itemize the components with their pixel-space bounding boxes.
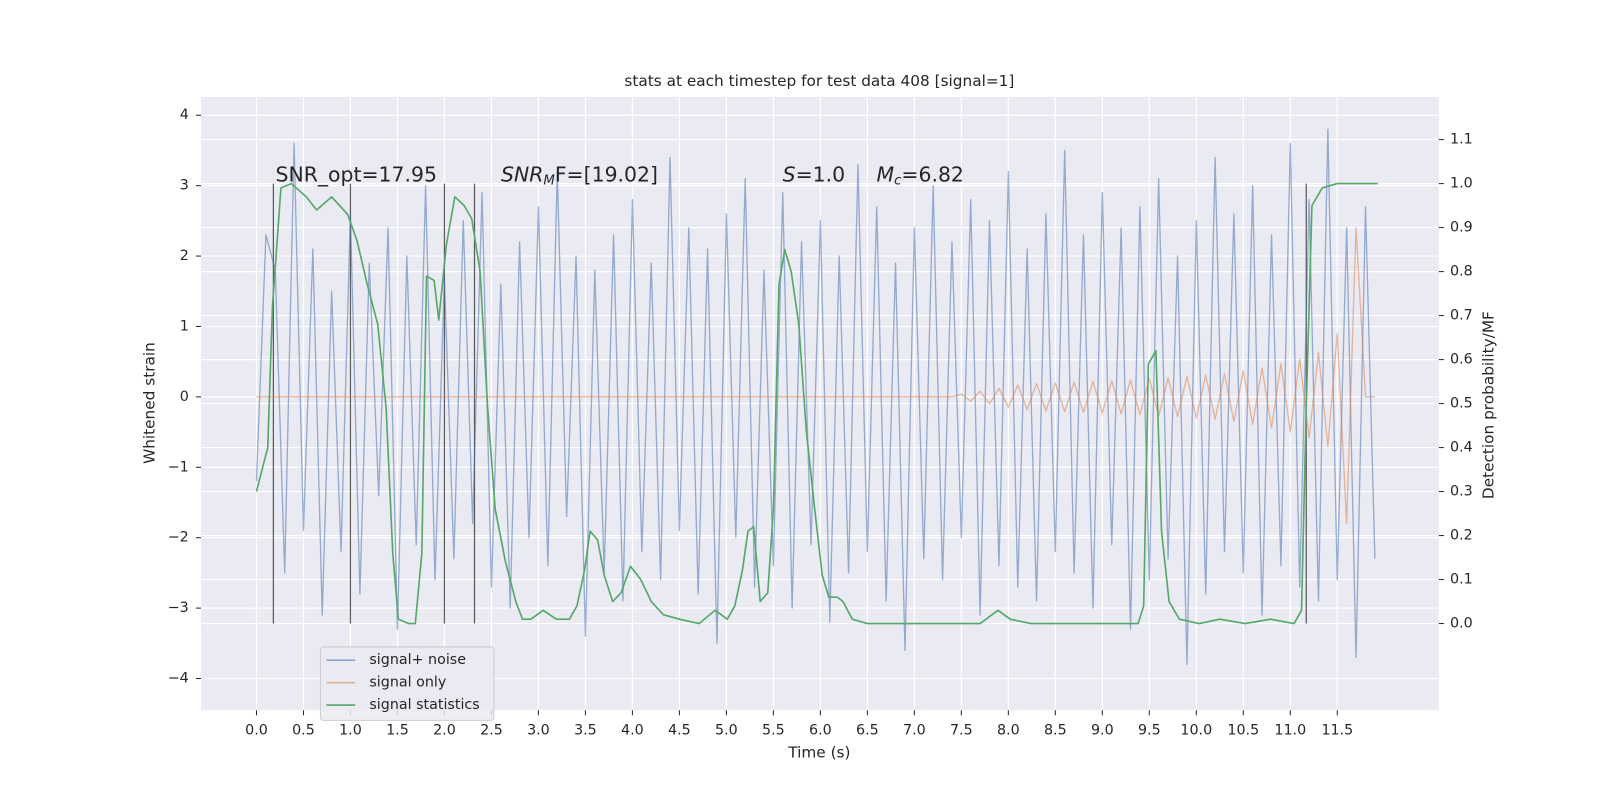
x-axis-label: Time (s) — [787, 744, 850, 762]
legend-label: signal only — [369, 675, 446, 691]
x-tick-label: 1.5 — [386, 723, 409, 739]
x-tick-label: 1.0 — [339, 723, 362, 739]
x-tick-label: 10.0 — [1180, 723, 1212, 739]
y2-tick-label: 0.9 — [1450, 220, 1473, 236]
y-axis-label: Whitened strain — [141, 342, 159, 464]
x-tick-label: 5.0 — [715, 723, 738, 739]
y2-tick-label: 0.6 — [1450, 352, 1473, 368]
x-tick-label: 2.0 — [433, 723, 456, 739]
legend-label: signal+ noise — [369, 652, 466, 668]
x-tick-label: 8.5 — [1044, 723, 1067, 739]
annotation-part: S — [783, 163, 796, 187]
x-tick-label: 9.0 — [1091, 723, 1114, 739]
x-tick-label: 7.5 — [950, 723, 973, 739]
annotation: S=1.0 — [783, 163, 845, 187]
annotation-part: SNR — [501, 163, 543, 187]
legend-label: signal statistics — [369, 697, 479, 713]
x-tick-label: 0.0 — [245, 723, 268, 739]
x-tick-label: 6.0 — [809, 723, 832, 739]
annotation-part: =6.82 — [901, 163, 964, 187]
series-line — [256, 227, 1375, 525]
y-tick-label: 1 — [180, 318, 189, 334]
annotation-part: SNR_opt=17.95 — [276, 163, 437, 188]
y2-tick-label: 0.1 — [1450, 572, 1473, 588]
annotation-part: M — [877, 163, 895, 187]
y2-tick-label: 0.0 — [1450, 616, 1473, 632]
y-tick-label: 3 — [180, 178, 189, 194]
marks — [255, 128, 1378, 666]
annotation: Mc=6.82 — [877, 163, 964, 189]
y-tick-label: 2 — [180, 248, 189, 264]
annotation: SNRMF=[19.02] — [501, 163, 658, 189]
chart-title: stats at each timestep for test data 408… — [624, 72, 1014, 90]
y-tick-label: 0 — [180, 389, 189, 405]
series-line — [255, 182, 1378, 625]
y-tick-label: −4 — [168, 671, 189, 687]
y-tick-label: −2 — [168, 530, 189, 546]
annotation-part: =1.0 — [796, 163, 846, 187]
x-tick-label: 4.5 — [668, 723, 691, 739]
x-tick-label: 3.0 — [527, 723, 550, 739]
y2-tick-label: 0.3 — [1450, 484, 1473, 500]
x-tick-label: 6.5 — [856, 723, 879, 739]
y2-tick-label: 0.4 — [1450, 440, 1473, 456]
y2-tick-label: 1.1 — [1450, 132, 1473, 148]
y2-tick-label: 0.5 — [1450, 396, 1473, 412]
annotation-part: F=[19.02] — [555, 163, 658, 187]
y-tick-label: 4 — [180, 107, 189, 123]
legend-box — [319, 646, 495, 721]
x-tick-label: 4.0 — [621, 723, 644, 739]
annotation-part: c — [894, 174, 902, 189]
x-tick-label: 8.0 — [997, 723, 1020, 739]
x-tick-label: 3.5 — [574, 723, 597, 739]
y2-tick-label: 0.8 — [1450, 264, 1473, 280]
y2-axis-label: Detection probability/MF — [1479, 311, 1497, 499]
x-tick-label: 11.5 — [1321, 723, 1353, 739]
x-tick-label: 5.5 — [762, 723, 785, 739]
y2-tick-label: 0.7 — [1450, 308, 1473, 324]
overlay: 0.0 0.5 1.0 1.5 2.0 2.5 3.0 3.5 4.0 4.5 5.0 5.5 6.0 6… — [168, 107, 1473, 738]
series-line — [255, 128, 1376, 666]
y2-tick-label: 1.0 — [1450, 176, 1473, 192]
x-tick-label: 2.5 — [480, 723, 503, 739]
y-tick-label: −1 — [168, 459, 189, 475]
x-tick-label: 9.5 — [1138, 723, 1161, 739]
x-tick-label: 11.0 — [1274, 723, 1306, 739]
x-tick-label: 7.0 — [903, 723, 926, 739]
annotation-part: M — [543, 174, 555, 189]
y2-tick-label: 0.2 — [1450, 528, 1473, 544]
x-tick-label: 10.5 — [1227, 723, 1259, 739]
x-tick-label: 0.5 — [292, 723, 315, 739]
y-tick-label: −3 — [168, 600, 189, 616]
annotation: SNR_opt=17.95 — [276, 163, 437, 188]
